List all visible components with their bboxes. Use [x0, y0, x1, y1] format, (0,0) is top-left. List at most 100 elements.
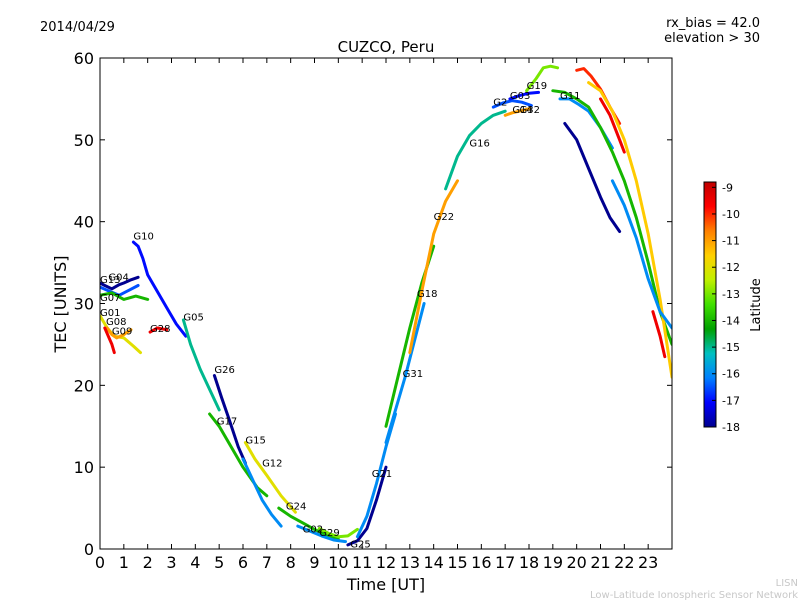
x-tick-label: 21: [590, 553, 610, 572]
y-tick-label: 60: [74, 49, 94, 68]
satellite-label-g26: G26: [214, 365, 234, 376]
satellite-label-g28: G28: [150, 324, 170, 335]
y-axis-label: TEC [UNITS]: [51, 256, 70, 354]
colorbar: [703, 181, 717, 428]
trace-g28: [148, 326, 169, 334]
colorbar-ticks: -9 -10 -11 -12 -13 -14 -15 -16 -17 -18: [712, 181, 740, 434]
satellite-label-g2: G2: [493, 97, 507, 108]
rx-bias-label: rx_bias = 42.0: [666, 16, 760, 31]
trace-g22: [408, 179, 459, 355]
colorbar-tick-label: -12: [722, 261, 740, 274]
y-tick-label: 30: [74, 295, 94, 314]
satellite-label-g04: G04: [108, 273, 128, 284]
date-label: 2014/04/29: [40, 20, 115, 35]
x-tick-label: 7: [262, 553, 272, 572]
x-tick-label: 23: [638, 553, 658, 572]
x-tick-label: 2: [143, 553, 153, 572]
x-tick-label: 10: [328, 553, 348, 572]
x-tick-label: 18: [519, 553, 539, 572]
satellite-label-g01: G01: [100, 308, 120, 319]
x-tick-label: 9: [309, 553, 319, 572]
colorbar-tick-label: -15: [722, 341, 740, 354]
trace-g07: [100, 291, 150, 301]
credit-short: LISN: [776, 578, 798, 589]
colorbar-tick-label: -17: [722, 394, 740, 407]
trace-g06: [587, 81, 672, 379]
trace-g24: [277, 506, 340, 541]
elevation-label: elevation > 30: [664, 31, 760, 46]
satellite-label-g24: G24: [286, 502, 306, 513]
satellite-label-g12: G12: [262, 458, 282, 469]
trace-g15: [243, 441, 297, 514]
trace-g14: [503, 107, 531, 117]
trace-g25: [346, 465, 388, 547]
satellite-label-g19: G19: [527, 81, 547, 92]
trace-g16: [444, 109, 507, 191]
x-tick-label: 1: [119, 553, 129, 572]
y-tick-label: 0: [84, 540, 94, 559]
trace-g13: [100, 275, 140, 291]
x-tick-label: 6: [238, 553, 248, 572]
x-axis: 0 1 2 3 4 5 6 7 8 9 10 11 12 13 14 15 16 17 18 19 20 21 22 23: [95, 58, 658, 572]
y-tick-label: 10: [74, 458, 94, 477]
satellite-label-g22: G22: [434, 212, 454, 223]
x-tick-label: 22: [614, 553, 634, 572]
satellite-label-g17: G17: [217, 417, 237, 428]
satellite-label-g10: G10: [133, 232, 153, 243]
trace-g27: [563, 122, 622, 233]
trace-g08: [105, 326, 133, 340]
x-tick-label: 14: [423, 553, 443, 572]
trace-g20: [551, 89, 672, 346]
y-axis: 0 10 20 30 40 50 60: [74, 49, 672, 559]
x-tick-label: 19: [543, 553, 563, 572]
y-tick-label: 40: [74, 213, 94, 232]
satellite-label-g31: G31: [403, 369, 423, 380]
colorbar-tick-label: -13: [722, 288, 740, 301]
x-tick-label: 5: [214, 553, 224, 572]
trace-g33: [599, 97, 626, 154]
x-tick-label: 20: [566, 553, 586, 572]
trace-g26: [212, 374, 247, 465]
satellite-label-g07: G07: [100, 293, 120, 304]
colorbar-label: Latitude: [749, 278, 764, 332]
satellite-label-g03: G03: [510, 91, 530, 102]
trace-g02: [296, 524, 347, 544]
satellite-label-g08: G08: [106, 317, 126, 328]
satellite-label-g16: G16: [469, 138, 489, 149]
x-tick-label: 3: [166, 553, 176, 572]
x-tick-label: 0: [95, 553, 105, 572]
credit-long: Low-Latitude Ionospheric Sensor Network: [590, 590, 798, 600]
trace-g31: [384, 302, 426, 445]
x-tick-label: 13: [400, 553, 420, 572]
colorbar-tick-label: -10: [722, 208, 740, 221]
satellite-label-g15: G15: [245, 435, 265, 446]
x-axis-label: Time [UT]: [346, 575, 425, 594]
x-tick-label: 8: [286, 553, 296, 572]
satellite-label-g05: G05: [183, 313, 203, 324]
trace-g2: [491, 99, 533, 109]
satellite-label-g02: G02: [303, 525, 323, 536]
trace-g34: [651, 310, 667, 359]
trace-g03: [508, 90, 540, 101]
satellite-label-g25: G25: [350, 539, 370, 550]
x-tick-label: 16: [471, 553, 491, 572]
colorbar-tick-label: -16: [722, 368, 740, 381]
x-tick-label: 11: [352, 553, 372, 572]
x-tick-label: 15: [447, 553, 467, 572]
satellite-label-g18: G18: [417, 289, 437, 300]
satellite-label-g32: G32: [519, 105, 539, 116]
trace-g30: [610, 179, 672, 330]
trace-g12: [241, 457, 283, 528]
trace-g10: [131, 240, 188, 338]
y-tick-label: 20: [74, 376, 94, 395]
colorbar-tick-label: -18: [722, 421, 740, 434]
satellite-label-g09: G09: [112, 327, 132, 338]
colorbar-tick-label: -9: [722, 181, 733, 194]
satellite-label-g11: G11: [560, 91, 580, 102]
trace-g09: [103, 326, 116, 355]
x-tick-label: 12: [376, 553, 396, 572]
trace-g05: [181, 318, 221, 412]
y-tick-label: 50: [74, 131, 94, 150]
